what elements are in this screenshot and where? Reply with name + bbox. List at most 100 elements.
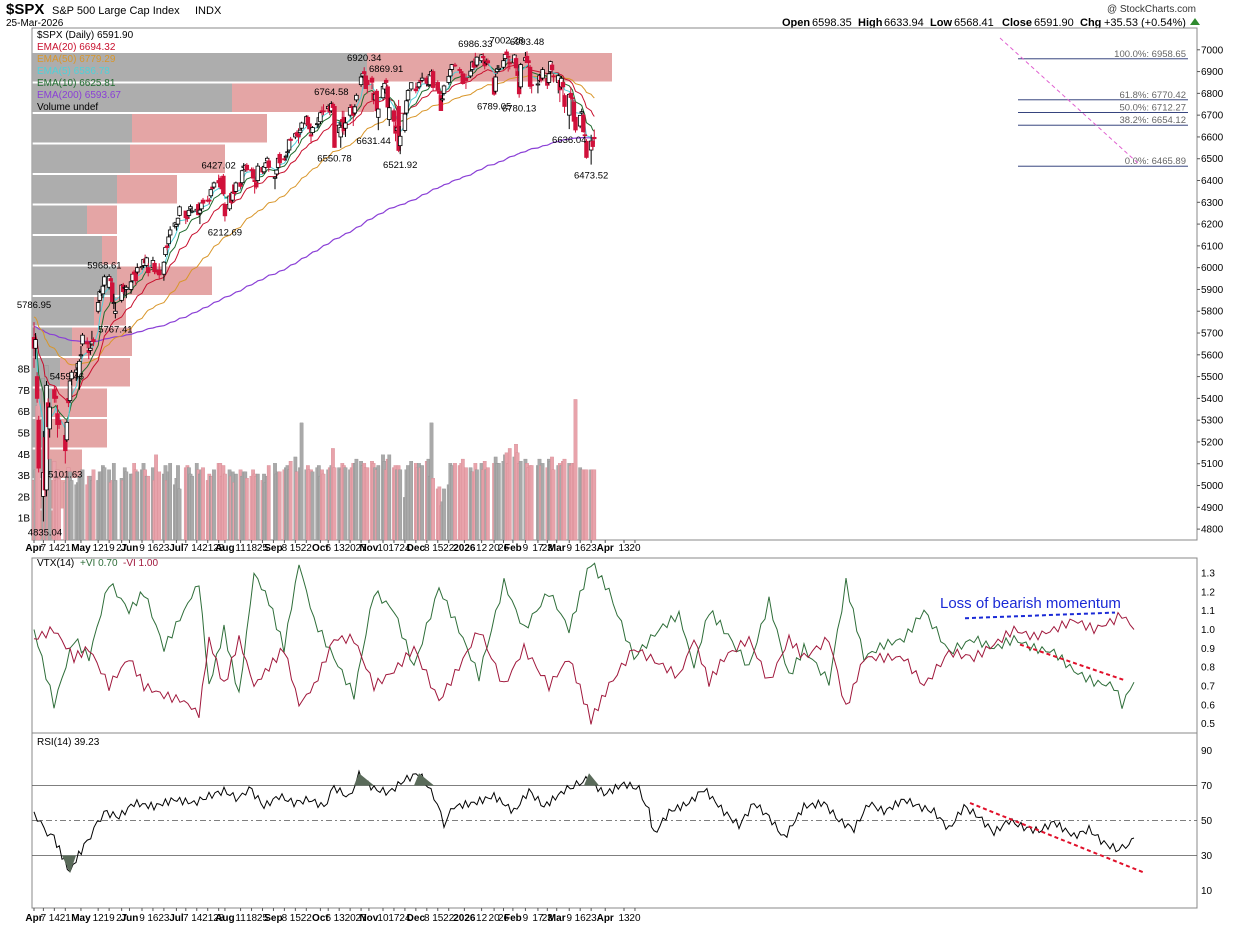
candle-body	[449, 64, 455, 70]
x-tick-label: 22	[443, 543, 455, 554]
vtx-legend: VTX(14) +VI 0.70 -VI 1.00	[37, 558, 158, 569]
price-label: 6631.44	[356, 136, 390, 147]
volume-bar	[562, 458, 567, 541]
x-tick-label: 9	[139, 543, 145, 554]
x-tick-label: 2026	[453, 543, 476, 554]
rsi-tick-label: 50	[1201, 816, 1213, 827]
candle-body	[438, 95, 444, 111]
x-tick-label: 12	[476, 913, 488, 924]
candle-body	[208, 189, 214, 197]
vbp-bar-up	[32, 53, 367, 82]
candle-body	[560, 82, 566, 88]
price-tick-label: 6000	[1201, 263, 1224, 274]
candle-body	[85, 341, 90, 345]
price-tick-label: 6900	[1201, 67, 1224, 78]
vbp-bar-up	[32, 297, 94, 326]
close-label: Close	[1002, 17, 1032, 29]
candle-body	[358, 76, 364, 86]
price-tick-label: 6300	[1201, 198, 1224, 209]
candle-body	[383, 79, 389, 83]
volume-bar	[387, 454, 392, 541]
volume-bar	[47, 458, 52, 541]
rsi-red-trendline	[969, 802, 1146, 874]
price-tick-label: 5400	[1201, 394, 1224, 405]
candle-body	[441, 85, 447, 94]
x-tick-label: 9	[523, 913, 529, 924]
price-label: 6780.13	[502, 104, 536, 115]
x-tick-label: Apr	[597, 543, 614, 554]
price-label: 6993.48	[510, 37, 544, 48]
x-tick-label: 17	[532, 543, 544, 554]
vi-plus-line	[33, 562, 1135, 709]
price-label: 6550.78	[317, 154, 351, 165]
x-tick-label: 22	[301, 543, 313, 554]
volume-bar	[343, 467, 348, 541]
volume-bar	[584, 469, 589, 541]
candle-body	[354, 94, 359, 101]
candle-body	[221, 175, 226, 195]
fib-label: 61.8%: 6770.42	[1119, 90, 1186, 101]
vtx-tick-label: 1.1	[1201, 606, 1215, 617]
volume-bar	[266, 465, 271, 541]
chg-label: Chg	[1080, 17, 1101, 29]
volume-bar	[354, 458, 359, 541]
candle-body	[546, 73, 552, 83]
price-label: 5101.63	[48, 469, 82, 480]
volume-bar	[113, 480, 118, 541]
candle-body	[369, 77, 375, 83]
x-tick-label: 15	[432, 543, 444, 554]
vbp-bar-up	[32, 144, 130, 173]
candle-body	[463, 77, 469, 82]
candle-body	[177, 206, 182, 216]
volume-bar	[365, 467, 370, 541]
candle-body	[283, 155, 289, 158]
candle-body	[540, 69, 545, 79]
candle-body	[266, 160, 271, 168]
candle-body	[175, 217, 181, 225]
vtx-tick-label: 0.7	[1201, 681, 1215, 692]
x-tick-label: 28	[213, 543, 225, 554]
candle-body	[468, 70, 473, 77]
fib-label: 0.0%: 6465.89	[1125, 156, 1186, 167]
ema200-line	[33, 137, 595, 343]
volume-bar	[321, 473, 326, 541]
legend-ema200: EMA(200) 6593.67	[37, 90, 121, 101]
candle-body	[430, 71, 436, 88]
volume-tick-label: 4B	[18, 450, 31, 461]
x-tick-label: 16	[147, 543, 159, 554]
x-tick-label: 20	[629, 913, 641, 924]
candle-body	[374, 90, 379, 112]
candle-body	[573, 116, 578, 131]
candle-body	[102, 276, 107, 286]
volume-bar	[475, 469, 479, 541]
volume-bar	[573, 399, 578, 541]
x-tick-label: 21	[202, 913, 214, 924]
candle-body	[299, 122, 304, 129]
candle-body	[535, 83, 541, 86]
price-tick-label: 5300	[1201, 416, 1224, 427]
volume-bar	[442, 488, 446, 541]
price-label: 4835.04	[28, 527, 62, 538]
price-label: 5767.41	[98, 324, 132, 335]
candle-body	[529, 84, 534, 87]
price-tick-label: 6200	[1201, 220, 1224, 231]
x-tick-label: May	[71, 543, 91, 554]
x-tick-label: Jul	[169, 913, 184, 924]
candle-body	[56, 419, 62, 425]
vbp-bar-down	[52, 388, 107, 417]
x-tick-label: 14	[191, 913, 203, 924]
x-tick-label: 9	[523, 543, 529, 554]
volume-bar	[212, 469, 216, 541]
candle-body	[233, 182, 239, 192]
candle-body	[332, 106, 337, 148]
x-tick-label: 20	[489, 543, 501, 554]
x-tick-label: 8	[282, 543, 288, 554]
candle-body	[286, 139, 292, 151]
x-tick-label: 20	[629, 543, 641, 554]
candle-body	[419, 77, 425, 81]
price-label: 6986.33	[458, 39, 492, 50]
volume-bars	[32, 365, 597, 541]
